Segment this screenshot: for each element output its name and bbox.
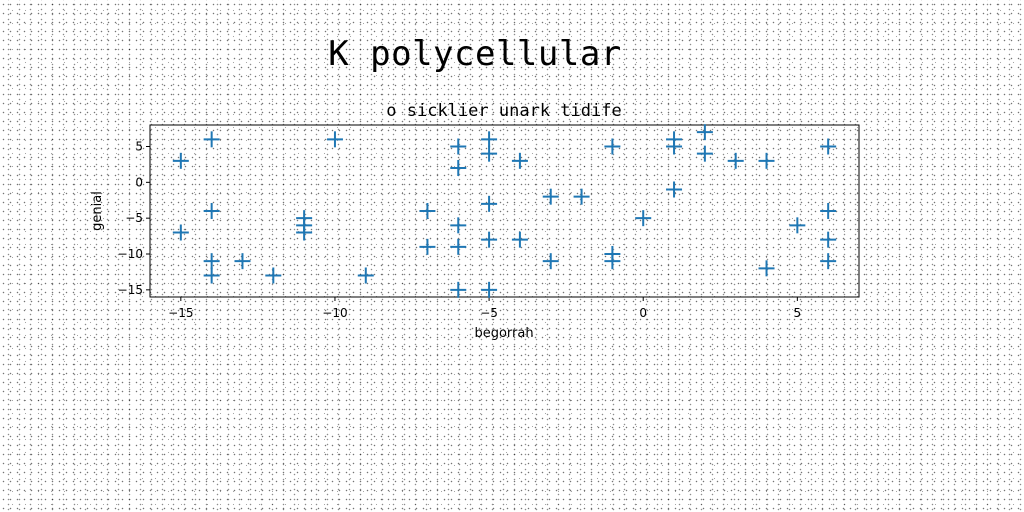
data-point [450,217,467,234]
data-point [666,181,683,198]
data-point [820,231,837,248]
data-point [604,138,621,155]
data-point [203,203,220,219]
data-point [511,231,528,248]
data-point [481,281,498,298]
data-point [357,267,374,284]
data-point [326,131,343,148]
data-point [820,253,837,270]
data-point [203,253,220,270]
data-point [419,203,436,219]
data-point [542,188,559,205]
data-point [820,203,837,219]
x-tick-label: −10 [322,306,347,320]
figure-title: K polycellular [328,34,622,74]
y-tick-label: −5 [125,211,143,225]
chart-title: o sicklier unark tidife [386,101,621,121]
x-tick-label: −5 [480,306,498,320]
data-point [696,124,713,141]
data-point [758,152,775,169]
data-point [789,217,806,234]
data-point [820,138,837,155]
data-point [450,160,467,176]
data-point [234,253,251,270]
data-point [542,253,559,270]
data-point [296,224,313,241]
y-axis: 5 0 −5 −10 −15 [118,140,150,297]
x-tick-label: 0 [639,306,647,320]
data-point [573,188,590,205]
data-point [758,260,775,277]
data-point [511,152,528,169]
data-point [265,267,282,284]
data-point [696,145,713,162]
data-point [481,195,498,212]
x-axis-label: begorrah [474,326,533,341]
y-tick-label: 0 [135,175,143,189]
plot-area [149,124,860,298]
data-point [450,238,467,255]
x-axis: −15 −10 −5 0 5 [168,297,801,320]
x-tick-label: 5 [794,306,802,320]
y-tick-label: −10 [118,247,143,261]
data-point [481,145,498,162]
data-point [419,238,436,255]
y-tick-label: 5 [135,140,143,154]
data-point [172,152,189,169]
data-point [481,131,498,148]
data-point [727,152,744,169]
data-point [481,231,498,248]
y-tick-label: −15 [118,283,143,297]
data-point [604,253,621,270]
x-tick-label: −15 [168,306,193,320]
data-point [450,138,467,155]
data-point [203,267,220,284]
y-axis-label: genial [90,191,105,231]
data-point [450,281,467,298]
data-point [635,210,652,227]
data-markers [172,124,837,298]
data-point [172,224,189,241]
data-point [203,131,220,148]
data-point [666,138,683,155]
